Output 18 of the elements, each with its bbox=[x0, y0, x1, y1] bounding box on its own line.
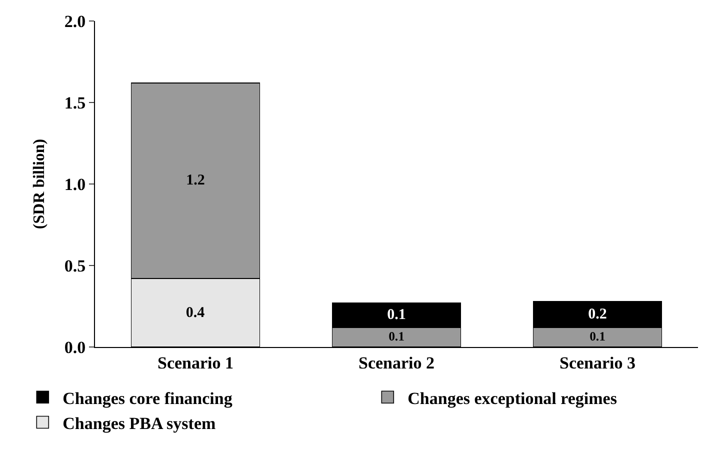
x-tick-label: Scenario 1 bbox=[157, 353, 234, 372]
data-label: 1.2 bbox=[186, 172, 205, 189]
data-label: 0.4 bbox=[186, 304, 206, 321]
x-tick-label: Scenario 3 bbox=[559, 353, 636, 372]
y-tick-label: 1.5 bbox=[64, 93, 86, 112]
data-label: 0.1 bbox=[387, 307, 406, 324]
data-label: 0.2 bbox=[588, 306, 607, 322]
legend-label: Changes exceptional regimes bbox=[408, 388, 618, 408]
y-axis-title: (SDR billion) bbox=[31, 138, 48, 230]
x-tick-label: Scenario 2 bbox=[358, 353, 435, 372]
y-tick-label: 2.0 bbox=[64, 12, 86, 31]
legend-label: Changes core financing bbox=[62, 388, 233, 408]
data-label: 0.1 bbox=[590, 330, 606, 344]
y-tick-label: 0.0 bbox=[64, 338, 86, 357]
y-tick-label: 0.5 bbox=[64, 256, 86, 276]
y-tick-label: 1.0 bbox=[64, 174, 86, 194]
data-label: 0.1 bbox=[388, 330, 404, 344]
legend-label: Changes PBA system bbox=[62, 414, 216, 433]
